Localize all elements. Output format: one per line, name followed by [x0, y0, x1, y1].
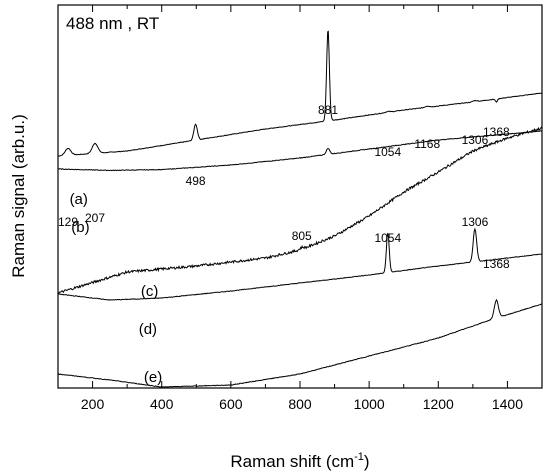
- plot-frame: [58, 5, 542, 388]
- peak-label: 498: [186, 174, 206, 188]
- x-tick-label: 200: [81, 396, 105, 412]
- x-ticks: 200 400 600 800 1000 1200 1400: [58, 5, 542, 412]
- trace-label: (d): [139, 321, 157, 338]
- peak-label: 1054: [374, 145, 401, 159]
- x-tick-label: 800: [288, 396, 312, 412]
- condition-label: 488 nm , RT: [66, 14, 159, 33]
- x-tick-label: 600: [219, 396, 243, 412]
- peak-label: 1368: [483, 125, 510, 139]
- peak-label: 805: [292, 229, 312, 243]
- trace-labels: (a) (b) (c) (d) (e): [70, 191, 163, 386]
- x-tick-label: 1400: [492, 396, 523, 412]
- peak-label: 1168: [414, 137, 440, 151]
- x-axis-title-main: Raman shift (cm: [230, 452, 354, 471]
- trace-label: (b): [71, 219, 89, 236]
- trace-label: (a): [70, 191, 88, 208]
- x-axis-title-close: ): [364, 452, 370, 471]
- peak-label: 1368: [483, 257, 510, 271]
- peak-label: 881: [318, 103, 338, 117]
- peak-label: 1054: [374, 231, 401, 245]
- x-tick-label: 400: [150, 396, 174, 412]
- x-tick-label: 1200: [423, 396, 454, 412]
- series-line-c: [58, 127, 542, 294]
- x-axis-title: Raman shift (cm-1): [230, 451, 369, 471]
- trace-label: (e): [144, 369, 162, 386]
- trace-label: (c): [141, 283, 159, 300]
- y-axis-title: Raman signal (arb.u.): [9, 114, 28, 277]
- series-line-e: [58, 300, 542, 387]
- peak-label: 1306: [462, 215, 489, 229]
- series-group: [58, 31, 542, 387]
- x-axis-title-sup: -1: [354, 451, 364, 463]
- x-tick-label: 1000: [354, 396, 385, 412]
